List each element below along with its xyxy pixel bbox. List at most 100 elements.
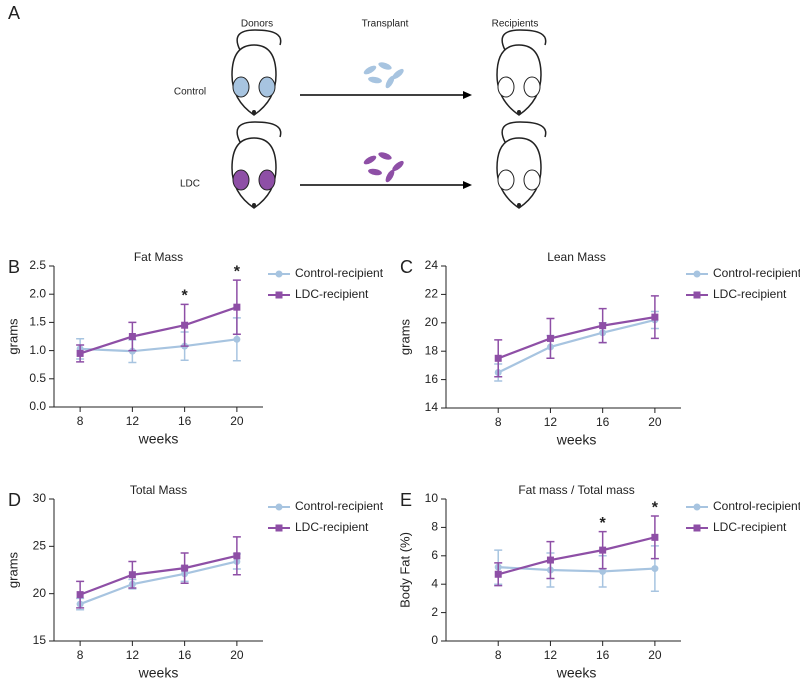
- chart-title: Lean Mass: [547, 250, 606, 264]
- x-axis-label: weeks: [556, 665, 597, 681]
- transplant-label: Transplant: [362, 19, 409, 30]
- marker: [651, 533, 659, 541]
- x-tick-label: 8: [495, 415, 502, 429]
- marker: [651, 565, 659, 573]
- y-tick-label: 20: [33, 586, 47, 600]
- y-tick-label: 20: [425, 315, 439, 329]
- marker: [233, 303, 241, 311]
- panel-letter: E: [400, 490, 412, 510]
- x-tick-label: 20: [230, 414, 244, 428]
- x-tick-label: 20: [648, 415, 662, 429]
- y-tick-label: 6: [431, 548, 438, 562]
- series-line: [79, 554, 238, 596]
- legend-label: LDC-recipient: [713, 520, 787, 534]
- legend-label: Control-recipient: [295, 499, 384, 513]
- legend-label: LDC-recipient: [713, 287, 787, 301]
- panel-letter: A: [8, 3, 20, 23]
- x-tick-label: 8: [77, 414, 84, 428]
- marker: [76, 591, 84, 599]
- y-tick-label: 30: [33, 491, 47, 505]
- bacteria: [363, 152, 404, 183]
- legend-marker: [275, 291, 283, 299]
- marker: [233, 552, 241, 560]
- marker: [181, 321, 189, 329]
- marker: [546, 334, 554, 342]
- chart: D Total Mass 15 20 25 30 8 12 16 20 weeks grams Cont…: [5, 483, 383, 681]
- y-tick-label: 2.5: [29, 258, 46, 272]
- y-tick-label: 14: [425, 400, 439, 414]
- legend-label: Control-recipient: [713, 266, 800, 280]
- y-axis-label: Body Fat (%): [397, 532, 412, 608]
- marker: [494, 570, 502, 578]
- marker: [233, 335, 241, 343]
- chart-title: Total Mass: [130, 483, 187, 497]
- x-tick-label: 12: [126, 648, 140, 662]
- legend-marker: [275, 524, 283, 532]
- x-tick-label: 16: [178, 414, 192, 428]
- marker: [546, 556, 554, 564]
- y-tick-label: 10: [425, 491, 439, 505]
- x-tick-label: 20: [230, 648, 244, 662]
- chart-title: Fat Mass: [134, 250, 183, 264]
- row-label: Control: [174, 87, 206, 98]
- panel-letter: B: [8, 257, 20, 277]
- arrowhead: [463, 91, 472, 99]
- marker: [651, 313, 659, 321]
- marker: [599, 322, 607, 330]
- y-tick-label: 25: [33, 539, 47, 553]
- panel-a: A Donors Transplant Recipients Control L…: [8, 3, 547, 209]
- y-tick-label: 8: [431, 520, 438, 534]
- y-tick-label: 2.0: [29, 286, 46, 300]
- y-axis-label: grams: [5, 551, 20, 588]
- y-tick-label: 15: [33, 633, 47, 647]
- marker: [76, 349, 84, 357]
- significance-mark: *: [600, 515, 607, 532]
- legend-marker: [693, 270, 701, 278]
- legend-marker: [275, 503, 283, 511]
- x-tick-label: 16: [596, 648, 610, 662]
- marker: [494, 354, 502, 362]
- marker: [128, 333, 136, 340]
- y-tick-label: 24: [425, 258, 439, 272]
- donor-mouse: [231, 29, 282, 116]
- chart-title: Fat mass / Total mass: [518, 483, 634, 497]
- recipient-mouse: [496, 121, 547, 209]
- x-axis-label: weeks: [138, 665, 179, 681]
- series-line: [497, 316, 656, 360]
- legend-marker: [275, 270, 283, 278]
- bacteria: [363, 62, 404, 89]
- significance-mark: *: [234, 263, 241, 280]
- x-tick-label: 12: [544, 415, 558, 429]
- arrowhead: [463, 181, 472, 189]
- legend-label: Control-recipient: [295, 266, 384, 280]
- donors-label: Donors: [241, 19, 273, 30]
- marker: [599, 567, 607, 575]
- y-tick-label: 0.0: [29, 399, 46, 413]
- legend-marker: [693, 524, 701, 532]
- series-line: [498, 566, 655, 573]
- x-tick-label: 8: [495, 648, 502, 662]
- donor-mouse: [231, 121, 282, 209]
- y-tick-label: 1.0: [29, 343, 46, 357]
- legend-label: Control-recipient: [713, 499, 800, 513]
- recipient-mouse: [496, 29, 547, 116]
- series-line: [80, 338, 238, 353]
- significance-mark: *: [182, 288, 189, 305]
- y-tick-label: 0.5: [29, 371, 46, 385]
- y-axis-label: grams: [397, 318, 412, 355]
- y-tick-label: 22: [425, 287, 439, 301]
- chart: B Fat Mass 0.0 0.5 1.0 1.5 2.0 2.5 8 12 16 20 weeks g…: [5, 250, 383, 447]
- x-tick-label: 12: [126, 414, 140, 428]
- legend-label: LDC-recipient: [295, 287, 369, 301]
- y-tick-label: 1.5: [29, 315, 46, 329]
- marker: [599, 546, 607, 554]
- legend-label: LDC-recipient: [295, 520, 369, 534]
- y-tick-label: 16: [425, 372, 439, 386]
- x-tick-label: 16: [178, 648, 192, 662]
- recipients-label: Recipients: [492, 19, 539, 30]
- x-tick-label: 12: [544, 648, 558, 662]
- chart: E Fat mass / Total mass 0 2 4 6 8 10 8 12 16 20 week…: [397, 483, 800, 681]
- series-line: [79, 306, 238, 355]
- y-tick-label: 0: [431, 633, 438, 647]
